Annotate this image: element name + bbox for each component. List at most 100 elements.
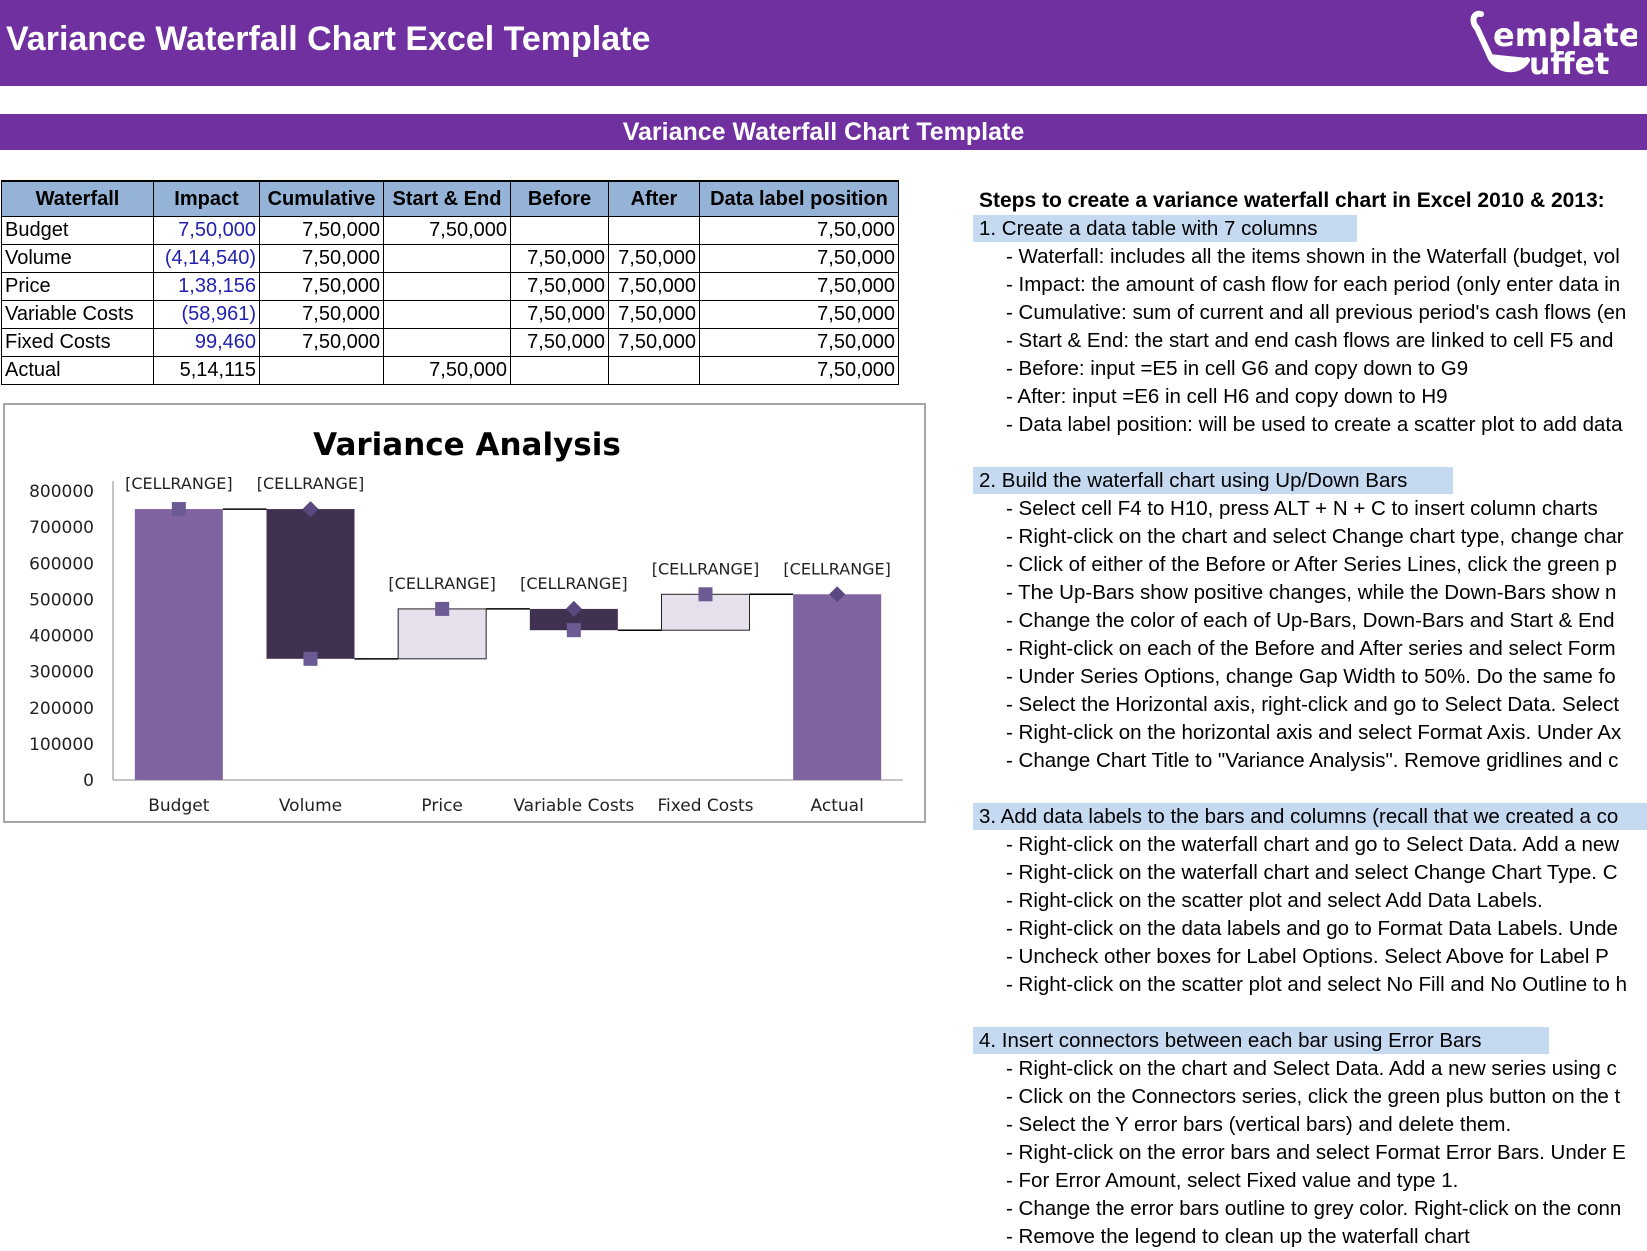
column-header: Start & End: [383, 180, 511, 217]
bar-actual: [793, 594, 882, 780]
step-item: - Right-click on the error bars and sele…: [1006, 1141, 1626, 1164]
diamond-marker: [829, 586, 846, 603]
y-tick-label: 500000: [29, 590, 94, 610]
table-cell[interactable]: [383, 244, 511, 273]
table-cell[interactable]: 7,50,000: [608, 300, 700, 329]
table-cell[interactable]: 5,14,115: [153, 356, 260, 385]
table-cell[interactable]: 7,50,000: [259, 244, 384, 273]
table-cell[interactable]: 7,50,000: [510, 300, 609, 329]
header-bar: Variance Waterfall Chart Excel Template …: [0, 0, 1647, 86]
table-cell[interactable]: 7,50,000: [153, 216, 260, 245]
step-section-title: 2. Build the waterfall chart using Up/Do…: [973, 467, 1453, 494]
x-tick-label: Budget: [148, 796, 209, 816]
column-header: Impact: [153, 180, 260, 217]
table-cell[interactable]: [383, 272, 511, 301]
table-cell[interactable]: 7,50,000: [383, 356, 511, 385]
table-cell[interactable]: [259, 356, 384, 385]
diamond-marker: [565, 600, 582, 617]
table-cell[interactable]: [608, 216, 700, 245]
x-tick-label: Fixed Costs: [657, 796, 753, 816]
table-cell[interactable]: 7,50,000: [608, 328, 700, 357]
svg-text:emplate: emplate: [1493, 16, 1637, 54]
table-cell[interactable]: 7,50,000: [259, 328, 384, 357]
table-cell[interactable]: 7,50,000: [510, 328, 609, 357]
y-tick-label: 300000: [29, 663, 94, 683]
chart-canvas: Variance Analysis 0 100000 200000 300000 4000…: [29, 427, 903, 816]
table-row: Fixed Costs 99,460 7,50,000 7,50,000 7,50,00…: [1, 328, 899, 357]
step-item: - Select the Horizontal axis, right-clic…: [1006, 693, 1620, 716]
chart-title: Variance Analysis: [313, 427, 621, 463]
table-cell[interactable]: 7,50,000: [259, 216, 384, 245]
step-item: - Click on the Connectors series, click …: [1006, 1085, 1621, 1108]
table-cell[interactable]: 7,50,000: [608, 272, 700, 301]
y-tick-label: 700000: [29, 518, 94, 538]
data-table: Waterfall Impact Cumulative Start & End Befo…: [1, 180, 899, 385]
table-cell[interactable]: 7,50,000: [383, 216, 511, 245]
table-cell[interactable]: [608, 356, 700, 385]
step-item: - After: input =E6 in cell H6 and copy d…: [1006, 385, 1448, 408]
square-marker: [698, 587, 713, 602]
table-cell[interactable]: 7,50,000: [608, 244, 700, 273]
data-label: [CELLRANGE]: [652, 559, 759, 578]
step-item: - Select cell F4 to H10, press ALT + N +…: [1006, 497, 1598, 520]
table-row: Volume (4,14,540) 7,50,000 7,50,000 7,50,000…: [1, 244, 899, 273]
table-cell[interactable]: Variable Costs: [1, 300, 154, 329]
table-cell[interactable]: Actual: [1, 356, 154, 385]
steps-heading: Steps to create a variance waterfall cha…: [979, 189, 1605, 212]
table-cell[interactable]: [510, 216, 609, 245]
step-item: - Remove the legend to clean up the wate…: [1006, 1225, 1470, 1248]
table-cell[interactable]: 7,50,000: [259, 300, 384, 329]
page-title: Variance Waterfall Chart Excel Template: [6, 20, 651, 58]
table-cell[interactable]: 1,38,156: [153, 272, 260, 301]
table-cell[interactable]: 7,50,000: [699, 272, 899, 301]
step-section-title: 1. Create a data table with 7 columns: [973, 215, 1357, 242]
table-cell[interactable]: 7,50,000: [699, 300, 899, 329]
x-tick-label: Volume: [279, 796, 342, 816]
table-cell[interactable]: 7,50,000: [699, 216, 899, 245]
table-cell[interactable]: 7,50,000: [510, 244, 609, 273]
step-section-title: 3. Add data labels to the bars and colum…: [973, 803, 1647, 830]
y-tick-label: 100000: [29, 735, 94, 755]
table-cell[interactable]: 7,50,000: [699, 328, 899, 357]
column-header: Before: [510, 180, 609, 217]
table-cell[interactable]: Budget: [1, 216, 154, 245]
step-item: - Right-click on the scatter plot and se…: [1006, 889, 1543, 912]
table-cell[interactable]: 7,50,000: [259, 272, 384, 301]
step-item: - Right-click on the scatter plot and se…: [1006, 973, 1627, 996]
table-cell[interactable]: 7,50,000: [510, 272, 609, 301]
table-cell[interactable]: 7,50,000: [699, 244, 899, 273]
step-item: - Cumulative: sum of current and all pre…: [1006, 301, 1627, 324]
table-cell[interactable]: Fixed Costs: [1, 328, 154, 357]
table-cell[interactable]: Volume: [1, 244, 154, 273]
waterfall-chart[interactable]: Variance Analysis 0 100000 200000 300000 4000…: [3, 403, 926, 823]
table-cell[interactable]: [383, 328, 511, 357]
x-tick-label: Variable Costs: [513, 796, 634, 816]
column-header: Data label position: [699, 180, 899, 217]
table-row: Variable Costs (58,961) 7,50,000 7,50,000 7,…: [1, 300, 899, 329]
column-header: Cumulative: [259, 180, 384, 217]
table-cell[interactable]: 7,50,000: [699, 356, 899, 385]
data-label: [CELLRANGE]: [783, 559, 890, 578]
y-tick-label: 400000: [29, 627, 94, 647]
table-cell[interactable]: [510, 356, 609, 385]
table-cell[interactable]: 99,460: [153, 328, 260, 357]
x-tick-label: Price: [421, 796, 462, 816]
svg-text:uffet: uffet: [1529, 47, 1609, 80]
column-header: After: [608, 180, 700, 217]
step-item: - Select the Y error bars (vertical bars…: [1006, 1113, 1512, 1136]
table-cell[interactable]: (4,14,540): [153, 244, 260, 273]
step-item: - Click of either of the Before or After…: [1006, 553, 1617, 576]
table-cell[interactable]: [383, 300, 511, 329]
step-item: - The Up-Bars show positive changes, whi…: [1006, 581, 1617, 604]
sheet-subtitle: Variance Waterfall Chart Template: [622, 118, 1025, 146]
table-cell[interactable]: Price: [1, 272, 154, 301]
table-row: Actual 5,14,115 7,50,000 7,50,000: [1, 356, 899, 385]
column-header: Waterfall: [1, 180, 154, 217]
step-item: - Right-click on the horizontal axis and…: [1006, 721, 1622, 744]
square-marker: [303, 651, 318, 666]
table-row: Price 1,38,156 7,50,000 7,50,000 7,50,000 7,5…: [1, 272, 899, 301]
data-label: [CELLRANGE]: [520, 574, 627, 593]
bar-price: [397, 608, 487, 660]
square-marker: [566, 623, 581, 638]
table-cell[interactable]: (58,961): [153, 300, 260, 329]
